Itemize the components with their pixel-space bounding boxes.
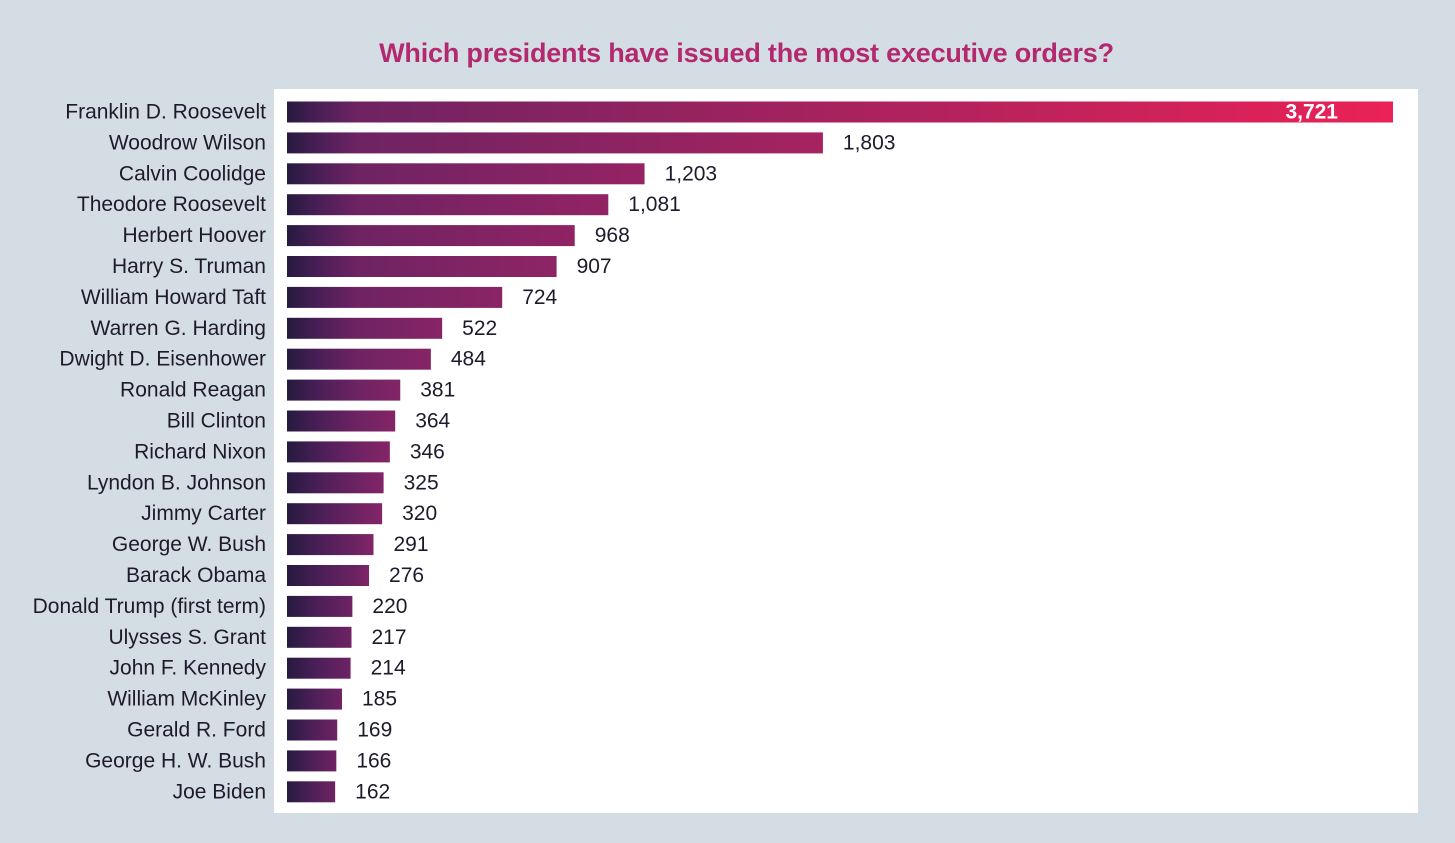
category-label: William McKinley xyxy=(107,688,266,711)
category-label: Gerald R. Ford xyxy=(127,719,266,742)
value-label: 1,081 xyxy=(628,193,681,216)
category-label: Herbert Hoover xyxy=(122,224,266,247)
value-label: 276 xyxy=(389,564,424,587)
value-label: 1,203 xyxy=(665,162,718,185)
bar xyxy=(287,781,336,803)
category-label: William Howard Taft xyxy=(81,286,266,309)
value-label: 381 xyxy=(420,379,455,402)
category-label: Richard Nixon xyxy=(134,440,266,463)
value-label: 220 xyxy=(372,595,407,618)
bar xyxy=(287,688,342,710)
value-label: 291 xyxy=(393,533,428,556)
value-label: 724 xyxy=(522,286,557,309)
category-label: George H. W. Bush xyxy=(85,749,266,772)
category-label: Ulysses S. Grant xyxy=(108,626,266,649)
bar xyxy=(287,410,396,432)
bar xyxy=(287,379,401,401)
bar xyxy=(287,626,352,648)
bar xyxy=(287,719,338,741)
value-label: 169 xyxy=(357,719,392,742)
value-label: 185 xyxy=(362,688,397,711)
value-label: 968 xyxy=(595,224,630,247)
bar xyxy=(287,317,443,339)
bar xyxy=(287,286,503,308)
value-label: 214 xyxy=(371,657,406,680)
category-label: George W. Bush xyxy=(112,533,266,556)
bar xyxy=(287,101,1393,123)
bar xyxy=(287,132,823,154)
value-label: 325 xyxy=(404,471,439,494)
category-label: Jimmy Carter xyxy=(141,502,266,525)
bar xyxy=(287,256,557,277)
category-label: Barack Obama xyxy=(126,564,266,587)
bar xyxy=(287,441,390,463)
category-label: Ronald Reagan xyxy=(120,379,266,402)
category-label: Joe Biden xyxy=(173,780,266,803)
category-label: Lyndon B. Johnson xyxy=(87,471,266,494)
category-label: Bill Clinton xyxy=(167,410,266,433)
bar xyxy=(287,750,337,772)
bar xyxy=(287,472,384,494)
category-label: Warren G. Harding xyxy=(91,317,266,340)
bar xyxy=(287,657,351,679)
value-label: 1,803 xyxy=(843,131,896,154)
bar xyxy=(287,194,609,216)
value-label: 217 xyxy=(371,626,406,649)
bar xyxy=(287,225,575,247)
category-label: Franklin D. Roosevelt xyxy=(65,101,266,124)
value-label: 346 xyxy=(410,440,445,463)
value-label: 320 xyxy=(402,502,437,525)
value-label: 3,721 xyxy=(1285,101,1338,124)
value-label: 162 xyxy=(355,780,390,803)
category-label: Woodrow Wilson xyxy=(109,131,266,154)
bar xyxy=(287,163,645,185)
category-label: Calvin Coolidge xyxy=(119,162,266,185)
bar xyxy=(287,595,353,617)
category-label: Theodore Roosevelt xyxy=(77,193,266,216)
value-label: 166 xyxy=(356,749,391,772)
value-label: 364 xyxy=(415,410,450,433)
bar xyxy=(287,565,370,586)
value-label: 907 xyxy=(577,255,612,278)
bar xyxy=(287,503,383,525)
category-label: Donald Trump (first term) xyxy=(33,595,266,618)
category-label: Harry S. Truman xyxy=(112,255,266,278)
bar xyxy=(287,348,431,370)
category-label: Dwight D. Eisenhower xyxy=(59,348,266,371)
chart-title: Which presidents have issued the most ex… xyxy=(379,38,1114,68)
value-label: 522 xyxy=(462,317,497,340)
bar xyxy=(287,534,374,556)
value-label: 484 xyxy=(451,348,486,371)
category-label: John F. Kennedy xyxy=(110,657,267,680)
